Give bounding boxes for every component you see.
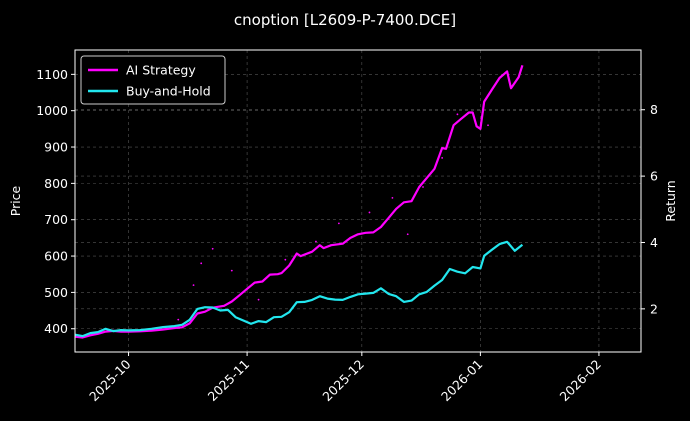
x-tick-label: 2025-11	[205, 357, 253, 405]
series-line-buy-and-hold	[74, 240, 524, 338]
y-axis-title-right: Return	[663, 180, 678, 221]
plot-frame	[74, 49, 642, 353]
scatter-point	[315, 240, 317, 243]
legend-label-ai-strategy: AI Strategy	[126, 63, 196, 78]
scatter-point	[368, 211, 371, 214]
tick-layer: 2025-10 2025-11 2025-12 2026-01 2026-02 400 50…	[36, 67, 658, 404]
scatter-point	[487, 124, 489, 127]
y-tick-label-right: 8	[650, 102, 658, 117]
y-tick-label-left: 700	[44, 212, 68, 227]
x-tick-label: 2026-01	[438, 357, 486, 405]
grid-lines	[75, 50, 641, 352]
y-tick-label-left: 600	[44, 249, 68, 264]
y-tick-label-left: 1000	[36, 103, 68, 118]
legend: AI Strategy Buy-and-Hold	[80, 55, 226, 105]
scatter-point	[257, 298, 260, 301]
scatter-point	[284, 258, 287, 261]
legend-label-buy-and-hold: Buy-and-Hold	[126, 84, 211, 99]
scatter-point	[230, 269, 233, 272]
chart-title: cnoption [L2609-P-7400.DCE]	[234, 11, 456, 29]
scatter-point	[391, 197, 394, 199]
y-tick-label-left: 800	[44, 176, 68, 191]
y-tick-label-right: 2	[650, 301, 658, 316]
x-tick-label: 2026-02	[557, 357, 605, 405]
scatter-point	[456, 113, 459, 116]
series-line-ai-strategy	[74, 64, 524, 339]
series-layer	[74, 64, 524, 339]
y-tick-label-left: 500	[44, 285, 68, 300]
y-tick-label-right: 6	[650, 169, 658, 184]
x-tick-label: 2025-12	[319, 357, 367, 405]
scatter-point	[200, 262, 203, 265]
scatter-point	[441, 157, 444, 159]
scatter-point	[211, 247, 214, 250]
y-tick-label-left: 1100	[36, 67, 68, 82]
x-tick-label: 2025-10	[86, 356, 134, 404]
scatter-point	[422, 186, 424, 188]
scatter-point	[337, 222, 340, 225]
y-tick-label-left: 400	[44, 321, 68, 336]
y-tick-label-right: 4	[650, 235, 658, 250]
scatter-point	[192, 284, 195, 287]
scatter-point	[177, 318, 180, 321]
y-tick-label-left: 900	[44, 140, 68, 155]
y-axis-title-left: Price	[8, 185, 23, 216]
scatter-point	[406, 233, 409, 236]
